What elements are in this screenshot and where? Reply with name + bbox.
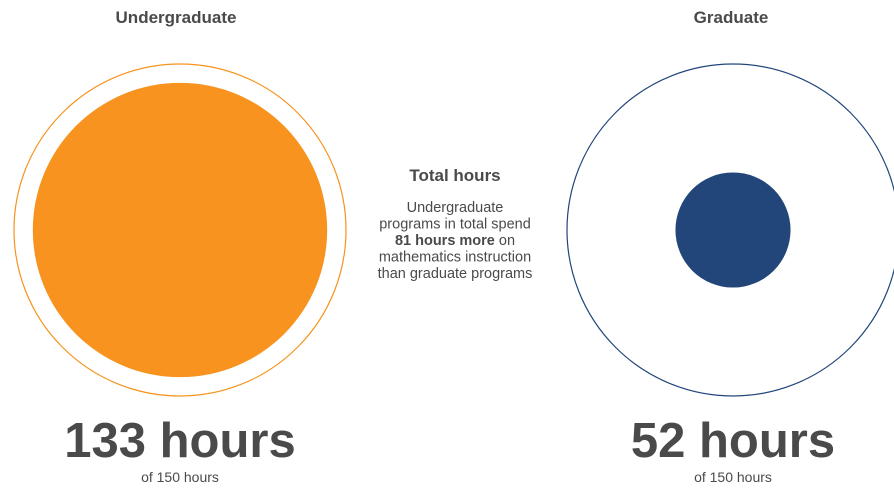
annotation-line: 81 hours more on	[395, 233, 515, 249]
annotation-line: Undergraduate	[407, 200, 504, 216]
annotation-highlight: 81 hours more	[395, 233, 495, 249]
series-title: Graduate	[694, 8, 769, 27]
value-label: 52 hours	[631, 414, 835, 468]
series-title: Undergraduate	[116, 8, 237, 27]
annotation-title: Total hours	[409, 166, 500, 185]
total-label: of 150 hours	[141, 469, 219, 485]
value-circle	[32, 82, 328, 378]
total-label: of 150 hours	[694, 469, 772, 485]
annotation-line: programs in total spend	[379, 217, 531, 233]
outer-circle	[13, 63, 347, 397]
annotation-text: on	[499, 233, 515, 249]
outer-circle	[566, 63, 894, 397]
value-label: 133 hours	[64, 414, 295, 468]
value-circle	[675, 172, 791, 288]
annotation-line: than graduate programs	[378, 266, 533, 282]
annotation-line: mathematics instruction	[379, 250, 531, 266]
